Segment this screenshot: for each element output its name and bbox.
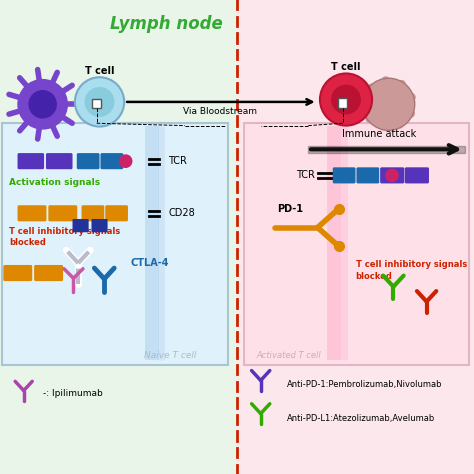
Circle shape xyxy=(363,78,415,130)
Circle shape xyxy=(396,121,403,129)
Text: Via Bloodstream: Via Bloodstream xyxy=(183,107,257,116)
Circle shape xyxy=(332,85,360,114)
Text: CTLA-4: CTLA-4 xyxy=(130,258,169,268)
Bar xyxy=(0,0,237,474)
Text: T cell inhibitory signals
blocked: T cell inhibitory signals blocked xyxy=(356,260,467,281)
FancyBboxPatch shape xyxy=(3,265,32,281)
Text: Anti-PD-L1:Atezolizumab,Avelumab: Anti-PD-L1:Atezolizumab,Avelumab xyxy=(287,414,435,422)
FancyBboxPatch shape xyxy=(18,205,46,221)
Circle shape xyxy=(119,155,132,167)
FancyBboxPatch shape xyxy=(46,153,73,169)
FancyBboxPatch shape xyxy=(73,219,89,232)
Text: TCR: TCR xyxy=(168,156,187,166)
Text: T cell inhibitory signals
blocked: T cell inhibitory signals blocked xyxy=(9,227,121,247)
Circle shape xyxy=(320,73,372,126)
FancyBboxPatch shape xyxy=(91,219,108,232)
Circle shape xyxy=(361,100,369,107)
Circle shape xyxy=(398,81,405,88)
Text: -: Ipilimumab: -: Ipilimumab xyxy=(43,389,102,398)
FancyBboxPatch shape xyxy=(333,167,356,183)
Text: Activation signals: Activation signals xyxy=(9,178,100,187)
FancyBboxPatch shape xyxy=(82,205,104,221)
Text: TCR: TCR xyxy=(296,170,315,181)
FancyBboxPatch shape xyxy=(244,123,469,365)
FancyBboxPatch shape xyxy=(100,153,123,169)
Circle shape xyxy=(408,93,415,101)
FancyBboxPatch shape xyxy=(380,167,404,183)
Circle shape xyxy=(380,124,387,131)
Circle shape xyxy=(85,88,114,116)
Text: PD-1: PD-1 xyxy=(277,203,303,214)
Text: Naive T cell: Naive T cell xyxy=(145,351,197,360)
FancyBboxPatch shape xyxy=(18,153,44,169)
Text: T cell: T cell xyxy=(331,62,361,73)
Circle shape xyxy=(29,91,56,118)
Circle shape xyxy=(75,77,124,127)
FancyBboxPatch shape xyxy=(405,167,429,183)
FancyBboxPatch shape xyxy=(34,265,63,281)
FancyBboxPatch shape xyxy=(2,123,228,365)
Text: Activated T cell: Activated T cell xyxy=(257,351,321,360)
FancyBboxPatch shape xyxy=(48,205,77,221)
Text: T cell: T cell xyxy=(85,66,114,76)
Text: CD28: CD28 xyxy=(168,208,195,219)
Circle shape xyxy=(366,115,374,122)
Circle shape xyxy=(386,169,398,182)
Circle shape xyxy=(382,77,390,84)
FancyBboxPatch shape xyxy=(77,153,100,169)
Text: Immune attack: Immune attack xyxy=(342,129,416,139)
Bar xyxy=(338,98,347,108)
FancyBboxPatch shape xyxy=(105,205,128,221)
Text: Anti-PD-1:Pembrolizumab,Nivolumab: Anti-PD-1:Pembrolizumab,Nivolumab xyxy=(287,381,442,389)
Circle shape xyxy=(407,109,414,117)
FancyBboxPatch shape xyxy=(356,167,379,183)
Bar xyxy=(92,99,101,108)
Bar xyxy=(237,0,474,474)
Text: Lymph node: Lymph node xyxy=(109,15,222,33)
Circle shape xyxy=(367,84,375,92)
Circle shape xyxy=(18,80,67,129)
